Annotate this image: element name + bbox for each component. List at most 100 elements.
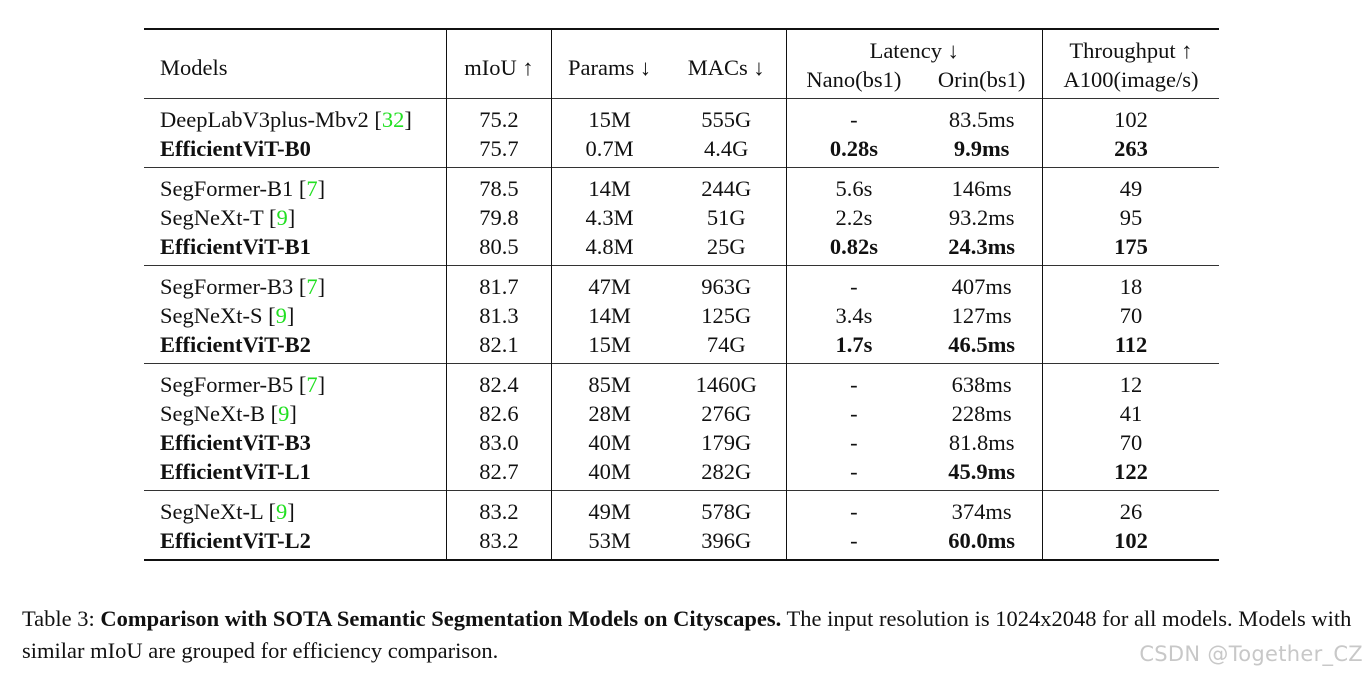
cell-throughput: 102 (1114, 107, 1148, 132)
cell-macs: 74G (666, 330, 787, 364)
citation-link[interactable]: 9 (278, 401, 290, 426)
citation-link[interactable]: 7 (306, 274, 318, 299)
table-row: EfficientViT-B1 80.5 4.8M 25G 0.82s 24.3ms 175 (144, 232, 1219, 266)
cell-model: SegFormer-B5 [7] (144, 363, 447, 399)
cell-macs: 963G (666, 265, 787, 301)
cell-params: 14M (588, 176, 631, 201)
cell-throughput: 41 (1119, 401, 1143, 426)
model-name: DeepLabV3plus-Mbv2 (160, 107, 375, 132)
citation-link[interactable]: 9 (276, 205, 288, 230)
cell-throughput: 26 (1119, 499, 1143, 524)
cell-params: 4.3M (585, 205, 634, 230)
cell-throughput: 95 (1119, 205, 1143, 230)
model-name: EfficientViT-B3 (160, 430, 311, 455)
cell-model: SegFormer-B3 [7] (144, 265, 447, 301)
cell-miou: 83.2 (446, 490, 553, 526)
header-nano: Nano(bs1) (806, 67, 902, 92)
cell-params: 28M (588, 401, 631, 426)
cell-macs: 276G (666, 399, 787, 428)
results-table-container: Models mIoU ↑ Params ↓ MACs ↓ Latency ↓ … (144, 28, 1219, 561)
cite-bracket-close: ] (289, 401, 297, 426)
cite-bracket-close: ] (317, 372, 326, 397)
cell-params: 47M (588, 274, 631, 299)
cite-bracket-close: ] (317, 274, 326, 299)
cell-macs: 244G (666, 167, 787, 203)
header-miou: mIoU ↑ (446, 29, 553, 99)
cell-throughput: 12 (1119, 372, 1143, 397)
cite-bracket-close: ] (287, 499, 295, 524)
model-name: EfficientViT-B1 (160, 234, 311, 259)
cell-miou: 82.7 (446, 457, 553, 491)
cell-model: SegNeXt-S [9] (144, 301, 447, 330)
cell-macs: 51G (666, 203, 787, 232)
model-name: SegNeXt-B (160, 401, 271, 426)
caption-body: The input resolution is 1024x2048 for al… (22, 606, 1352, 663)
cite-bracket-open: [ (298, 176, 307, 201)
header-latency: Latency ↓ (786, 29, 1043, 65)
cell-macs: 578G (666, 490, 787, 526)
model-name: SegNeXt-T (160, 205, 269, 230)
cell-miou: 82.1 (446, 330, 553, 364)
cite-bracket-open: [ (268, 205, 277, 230)
citation-link[interactable]: 9 (276, 499, 288, 524)
cell-orin: 9.9ms (921, 134, 1043, 168)
header-macs: MACs ↓ (666, 29, 787, 99)
citation-link[interactable]: 32 (381, 107, 405, 132)
cell-model: DeepLabV3plus-Mbv2 [32] (144, 98, 447, 134)
table-row: EfficientViT-B0 75.7 0.7M 4.4G 0.28s 9.9ms 263 (144, 134, 1219, 168)
cell-miou: 80.5 (446, 232, 553, 266)
cell-orin: 46.5ms (921, 330, 1043, 364)
model-group: SegNeXt-L [9] 83.2 49M 578G -374ms 26 Efficien… (144, 490, 1219, 560)
model-name: EfficientViT-B0 (160, 136, 311, 161)
citation-link[interactable]: 7 (306, 176, 318, 201)
model-group: SegFormer-B1 [7] 78.5 14M 244G 5.6s 146ms 49 Se… (144, 167, 1219, 266)
cell-orin: 127ms (921, 301, 1043, 330)
cell-params: 85M (588, 372, 631, 397)
cite-bracket-open: [ (268, 303, 276, 328)
caption-label: Table 3: (22, 606, 101, 631)
cell-throughput: 122 (1114, 459, 1148, 484)
cell-nano: 2.2s (835, 205, 873, 230)
cell-orin: 374ms (921, 490, 1043, 526)
table-caption: Table 3: Comparison with SOTA Semantic S… (22, 603, 1352, 667)
cell-orin: 83.5ms (921, 98, 1043, 134)
cell-nano: 0.82s (829, 234, 878, 259)
model-group: SegFormer-B3 [7] 81.7 47M 963G -407ms 18 SegNe… (144, 265, 1219, 364)
cite-bracket-close: ] (317, 176, 326, 201)
cell-params: 49M (588, 499, 631, 524)
cell-throughput: 70 (1119, 303, 1143, 328)
cell-throughput: 263 (1114, 136, 1148, 161)
cite-bracket-open: [ (374, 107, 382, 132)
cell-params: 40M (588, 430, 631, 455)
citation-link[interactable]: 9 (275, 303, 287, 328)
table-row: EfficientViT-L1 82.7 40M 282G - 45.9ms 122 (144, 457, 1219, 491)
header-orin: Orin(bs1) (921, 65, 1043, 99)
cell-model: EfficientViT-L1 (144, 457, 447, 491)
cell-orin: 638ms (921, 363, 1043, 399)
citation-link[interactable]: 7 (306, 372, 318, 397)
cell-nano: - (850, 459, 858, 484)
header-models: Models (144, 29, 447, 99)
cell-miou: 78.5 (446, 167, 553, 203)
model-name: SegFormer-B3 (160, 274, 299, 299)
cell-macs: 555G (666, 98, 787, 134)
cell-nano: 1.7s (835, 332, 873, 357)
table-row: SegNeXt-T [9] 79.8 4.3M 51G 2.2s 93.2ms 95 (144, 203, 1219, 232)
cite-bracket-close: ] (404, 107, 412, 132)
results-table: Models mIoU ↑ Params ↓ MACs ↓ Latency ↓ … (144, 28, 1219, 561)
cell-nano: 0.28s (829, 136, 878, 161)
cell-orin: 24.3ms (921, 232, 1043, 266)
cell-miou: 83.2 (446, 526, 553, 560)
cell-nano: 5.6s (835, 176, 873, 201)
cell-macs: 125G (666, 301, 787, 330)
table-row: EfficientViT-L2 83.2 53M 396G - 60.0ms 102 (144, 526, 1219, 560)
model-group: DeepLabV3plus-Mbv2 [32] 75.2 15M 555G -83.5m… (144, 98, 1219, 168)
cell-orin: 407ms (921, 265, 1043, 301)
model-name: EfficientViT-L1 (160, 459, 311, 484)
cite-bracket-open: [ (270, 401, 279, 426)
model-name: SegFormer-B1 (160, 176, 299, 201)
cell-miou: 82.4 (446, 363, 553, 399)
cell-model: EfficientViT-B0 (144, 134, 447, 168)
cell-macs: 4.4G (666, 134, 787, 168)
cell-throughput: 70 (1119, 430, 1143, 455)
